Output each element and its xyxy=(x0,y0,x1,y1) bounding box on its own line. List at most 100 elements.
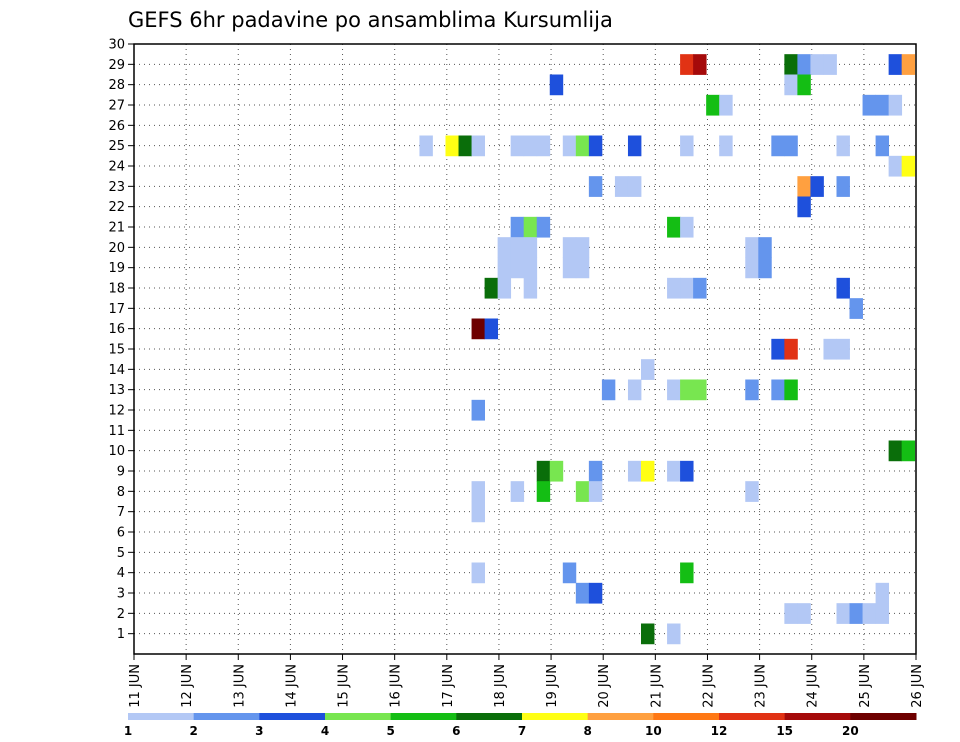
data-cell xyxy=(562,135,577,157)
legend-swatch xyxy=(390,713,457,720)
data-cell xyxy=(588,176,603,197)
data-cell xyxy=(888,440,903,462)
y-tick-label: 15 xyxy=(108,343,125,358)
legend-swatch xyxy=(325,713,392,720)
data-cell xyxy=(667,277,681,299)
y-tick-label: 20 xyxy=(108,241,125,256)
legend-swatch xyxy=(259,713,326,720)
y-tick-label: 6 xyxy=(117,526,125,541)
data-cell xyxy=(445,135,459,157)
data-cell xyxy=(888,54,903,75)
data-cell xyxy=(823,54,837,75)
data-cell xyxy=(901,54,916,75)
data-cell xyxy=(745,257,759,279)
y-tick-label: 28 xyxy=(108,78,125,93)
data-cell xyxy=(471,481,485,502)
y-tick-label: 10 xyxy=(108,444,125,459)
data-cell xyxy=(471,501,485,523)
y-tick-label: 26 xyxy=(108,119,125,134)
data-cell xyxy=(471,399,485,421)
data-cell xyxy=(549,74,564,96)
data-cell xyxy=(745,379,759,401)
data-cell xyxy=(875,135,890,157)
data-cell xyxy=(784,74,798,96)
x-tick-label: 17 JUN xyxy=(441,664,456,708)
data-cell xyxy=(719,135,733,157)
x-tick-label: 26 JUN xyxy=(910,664,925,708)
y-tick-label: 21 xyxy=(108,221,125,236)
data-cell xyxy=(484,318,499,340)
y-tick-label: 3 xyxy=(117,587,125,602)
legend-label: 10 xyxy=(645,724,662,738)
y-tick-label: 19 xyxy=(108,261,125,276)
x-tick-label: 23 JUN xyxy=(754,664,769,708)
legend-label: 12 xyxy=(711,724,728,738)
legend-swatch xyxy=(193,713,260,720)
data-cell xyxy=(693,54,707,75)
data-cell xyxy=(680,277,694,299)
data-cell xyxy=(523,216,538,238)
y-tick-label: 30 xyxy=(108,38,125,53)
legend-label: 4 xyxy=(321,724,329,738)
y-tick-label: 22 xyxy=(108,200,125,215)
data-cell xyxy=(562,237,577,258)
data-cell xyxy=(823,338,837,360)
data-cell xyxy=(536,216,551,238)
legend-label: 8 xyxy=(583,724,591,738)
data-cell xyxy=(875,94,890,116)
data-cell xyxy=(667,460,681,482)
data-cell xyxy=(523,257,538,279)
data-cell xyxy=(849,298,863,319)
data-cell xyxy=(849,603,863,624)
data-cell xyxy=(797,196,811,218)
y-tick-label: 7 xyxy=(117,505,125,520)
data-cell xyxy=(797,176,811,197)
y-tick-label: 16 xyxy=(108,322,125,337)
data-cell xyxy=(680,379,694,401)
data-cell xyxy=(588,135,603,157)
data-cell xyxy=(575,257,590,279)
data-cell xyxy=(562,257,577,279)
x-axis: 11 JUN 12 JUN 13 JUN 14 JUN 15 JUN 16 JUN 17 J… xyxy=(128,654,925,708)
data-cell xyxy=(771,338,785,360)
data-cell xyxy=(575,481,590,502)
y-tick-label: 17 xyxy=(108,302,125,317)
data-cell xyxy=(627,176,642,197)
data-cell xyxy=(640,460,655,482)
y-axis: 1234567891011121314151617181920212223242… xyxy=(108,38,134,642)
y-tick-label: 25 xyxy=(108,139,125,154)
chart-title: GEFS 6hr padavine po ansamblima Kursumli… xyxy=(128,8,613,32)
y-tick-label: 24 xyxy=(108,160,125,175)
x-tick-label: 19 JUN xyxy=(545,664,560,708)
data-cell xyxy=(836,277,850,299)
data-cell xyxy=(680,54,694,75)
data-cell xyxy=(810,176,824,197)
data-cell xyxy=(419,135,433,157)
x-tick-label: 12 JUN xyxy=(180,664,195,708)
data-cell xyxy=(562,562,577,584)
y-tick-label: 11 xyxy=(108,424,125,439)
y-tick-label: 1 xyxy=(117,627,125,642)
x-tick-label: 11 JUN xyxy=(128,664,143,708)
data-cell xyxy=(836,135,850,157)
data-cell xyxy=(627,379,642,401)
x-tick-label: 16 JUN xyxy=(389,664,404,708)
data-cell xyxy=(588,582,603,604)
data-cell xyxy=(510,257,525,279)
data-cell xyxy=(484,277,499,299)
x-tick-label: 20 JUN xyxy=(597,664,612,708)
data-cell xyxy=(510,237,525,258)
x-tick-label: 25 JUN xyxy=(858,664,873,708)
y-tick-label: 2 xyxy=(117,607,125,622)
data-cell xyxy=(797,603,811,624)
data-cell xyxy=(667,623,681,645)
data-cell xyxy=(588,481,603,502)
data-cell xyxy=(784,379,798,401)
data-cell xyxy=(497,237,512,258)
data-cell xyxy=(693,379,707,401)
data-cell xyxy=(784,135,798,157)
data-cell xyxy=(523,277,538,299)
data-cell xyxy=(627,135,642,157)
data-cell xyxy=(784,54,798,75)
